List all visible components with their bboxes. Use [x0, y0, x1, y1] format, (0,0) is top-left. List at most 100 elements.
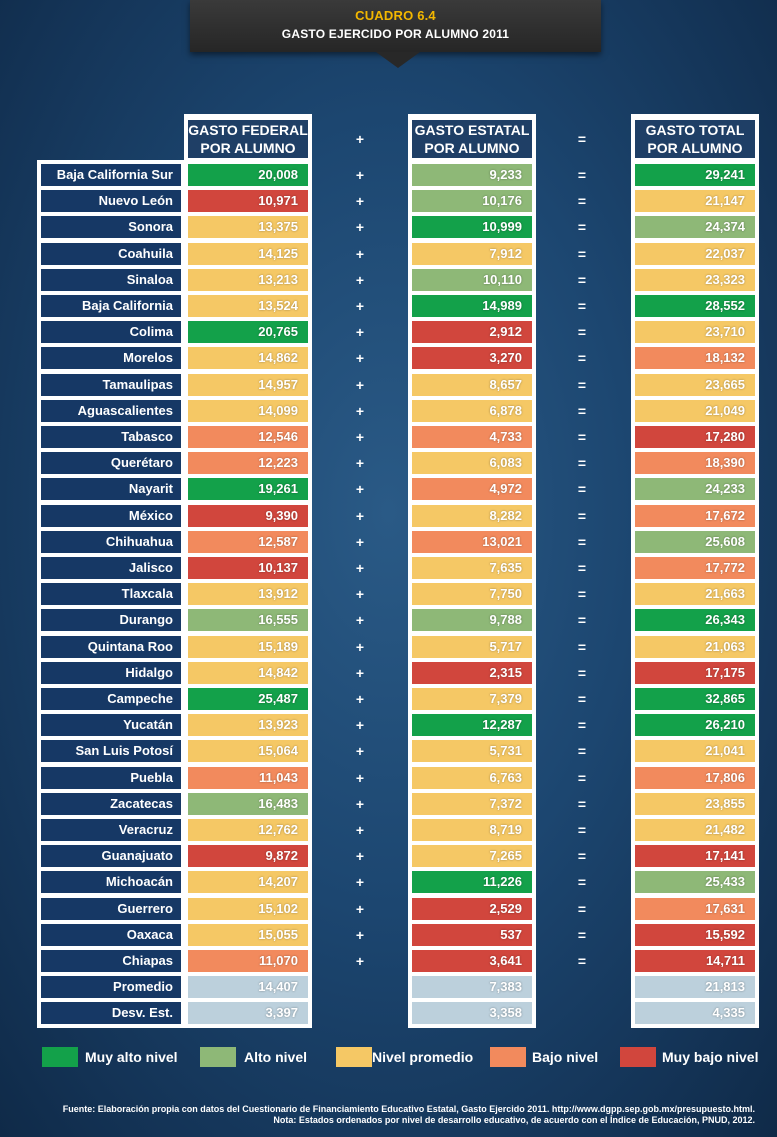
estatal-value: 2,912 — [412, 321, 532, 343]
stat-federal-value: 3,397 — [188, 1002, 308, 1024]
plus-sign: + — [355, 927, 365, 943]
total-value: 25,608 — [635, 531, 755, 553]
equals-sign: = — [577, 246, 587, 262]
estatal-value: 3,641 — [412, 950, 532, 972]
total-value: 24,233 — [635, 478, 755, 500]
footer-notes: Fuente: Elaboración propia con datos del… — [0, 1104, 755, 1126]
state-name: Sonora — [41, 216, 181, 238]
total-value: 18,390 — [635, 452, 755, 474]
plus-sign: + — [355, 403, 365, 419]
state-name: Querétaro — [41, 452, 181, 474]
estatal-value: 9,788 — [412, 609, 532, 631]
equals-sign: = — [577, 455, 587, 471]
equals-sign: = — [577, 219, 587, 235]
state-name: Durango — [41, 609, 181, 631]
plus-sign: + — [355, 848, 365, 864]
estatal-value: 7,265 — [412, 845, 532, 867]
equals-sign: = — [577, 665, 587, 681]
estatal-value: 4,733 — [412, 426, 532, 448]
plus-sign: + — [355, 193, 365, 209]
plus-sign: + — [355, 246, 365, 262]
plus-sign: + — [355, 508, 365, 524]
federal-value: 20,765 — [188, 321, 308, 343]
plus-sign: + — [355, 167, 365, 183]
state-name: Oaxaca — [41, 924, 181, 946]
federal-value: 12,587 — [188, 531, 308, 553]
estatal-value: 537 — [412, 924, 532, 946]
table-title: CUADRO 6.4 — [355, 8, 436, 23]
federal-value: 12,762 — [188, 819, 308, 841]
plus-sign: + — [355, 743, 365, 759]
estatal-value: 6,763 — [412, 767, 532, 789]
legend-label: Muy alto nivel — [85, 1049, 178, 1065]
equals-sign: = — [577, 743, 587, 759]
equals-sign: = — [577, 193, 587, 209]
federal-value: 13,524 — [188, 295, 308, 317]
state-name: Puebla — [41, 767, 181, 789]
header-estatal: GASTO ESTATAL POR ALUMNO — [412, 120, 532, 158]
total-value: 21,041 — [635, 740, 755, 762]
state-name: San Luis Potosí — [41, 740, 181, 762]
legend-swatch — [620, 1047, 656, 1067]
federal-value: 11,070 — [188, 950, 308, 972]
estatal-value: 2,315 — [412, 662, 532, 684]
plus-sign: + — [355, 822, 365, 838]
stat-estatal-value: 7,383 — [412, 976, 532, 998]
equals-sign: = — [577, 717, 587, 733]
state-name: México — [41, 505, 181, 527]
state-name: Chiapas — [41, 950, 181, 972]
total-value: 14,711 — [635, 950, 755, 972]
federal-value: 15,102 — [188, 898, 308, 920]
plus-sign: + — [355, 298, 365, 314]
equals-sign: = — [577, 901, 587, 917]
total-value: 17,175 — [635, 662, 755, 684]
state-name: Guanajuato — [41, 845, 181, 867]
state-name: Quintana Roo — [41, 636, 181, 658]
federal-value: 13,375 — [188, 216, 308, 238]
equals-sign: = — [577, 848, 587, 864]
equals-sign: = — [577, 508, 587, 524]
total-value: 23,855 — [635, 793, 755, 815]
state-name: Tamaulipas — [41, 374, 181, 396]
stat-total-value: 21,813 — [635, 976, 755, 998]
estatal-value: 7,379 — [412, 688, 532, 710]
equals-sign: = — [577, 639, 587, 655]
estatal-value: 6,083 — [412, 452, 532, 474]
equals-sign: = — [577, 927, 587, 943]
estatal-value: 13,021 — [412, 531, 532, 553]
estatal-value: 14,989 — [412, 295, 532, 317]
plus-sign: + — [355, 691, 365, 707]
footer-source: Fuente: Elaboración propia con datos del… — [62, 1104, 755, 1114]
estatal-value: 10,176 — [412, 190, 532, 212]
state-name: Tabasco — [41, 426, 181, 448]
estatal-value: 12,287 — [412, 714, 532, 736]
plus-sign: + — [355, 901, 365, 917]
total-value: 21,482 — [635, 819, 755, 841]
stat-total-value: 4,335 — [635, 1002, 755, 1024]
plus-sign: + — [355, 324, 365, 340]
equals-sign: = — [577, 534, 587, 550]
total-value: 24,374 — [635, 216, 755, 238]
estatal-value: 5,731 — [412, 740, 532, 762]
estatal-value: 9,233 — [412, 164, 532, 186]
equals-sign: = — [577, 691, 587, 707]
equals-sign: = — [577, 272, 587, 288]
plus-sign: + — [355, 770, 365, 786]
federal-value: 12,223 — [188, 452, 308, 474]
state-name: Morelos — [41, 347, 181, 369]
federal-value: 11,043 — [188, 767, 308, 789]
state-name: Campeche — [41, 688, 181, 710]
federal-value: 20,008 — [188, 164, 308, 186]
total-value: 21,063 — [635, 636, 755, 658]
header-equals: = — [577, 131, 587, 147]
plus-sign: + — [355, 350, 365, 366]
federal-value: 25,487 — [188, 688, 308, 710]
legend-swatch — [42, 1047, 78, 1067]
equals-sign: = — [577, 612, 587, 628]
plus-sign: + — [355, 874, 365, 890]
equals-sign: = — [577, 481, 587, 497]
equals-sign: = — [577, 377, 587, 393]
total-value: 26,210 — [635, 714, 755, 736]
state-name: Zacatecas — [41, 793, 181, 815]
total-value: 22,037 — [635, 243, 755, 265]
